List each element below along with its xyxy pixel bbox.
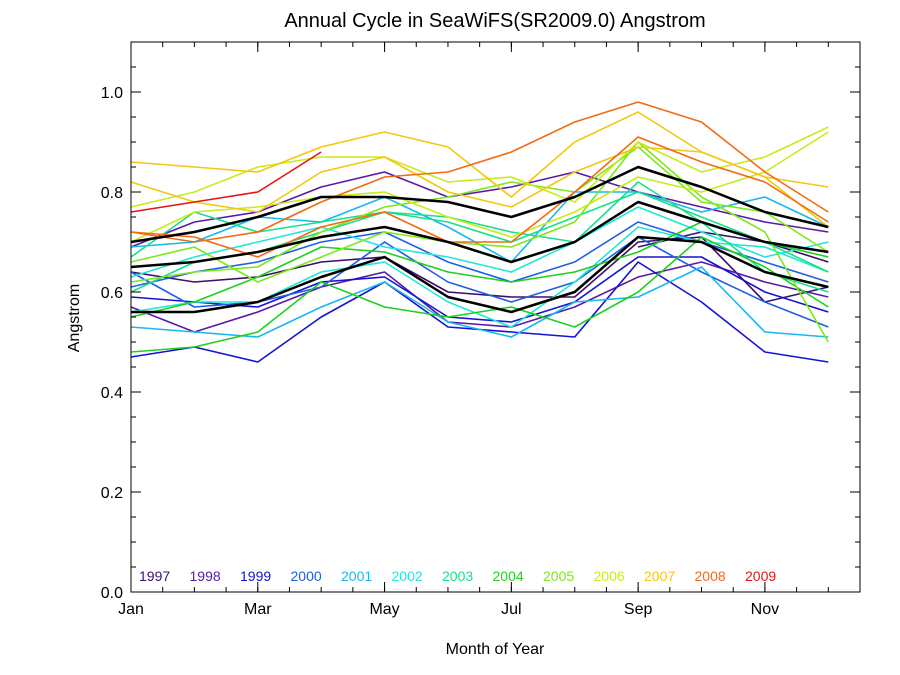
series-line-21 xyxy=(130,146,829,228)
x-tick-label: Mar xyxy=(244,601,272,618)
legend-item-2002: 2002 xyxy=(392,568,423,584)
legend-item-2000: 2000 xyxy=(291,568,322,584)
series-line-11 xyxy=(130,206,829,278)
legend-item-2001: 2001 xyxy=(341,568,372,584)
legend-item-2003: 2003 xyxy=(442,568,473,584)
series-line-5 xyxy=(130,256,829,323)
y-tick-label: 0.6 xyxy=(101,285,123,302)
series-line-9 xyxy=(130,266,829,338)
series-line-13 xyxy=(130,181,829,293)
series-line-24 xyxy=(130,151,322,213)
legend-item-2006: 2006 xyxy=(594,568,625,584)
series-layer xyxy=(130,101,829,363)
legend-item-2009: 2009 xyxy=(745,568,776,584)
y-axis-label: Angstrom xyxy=(66,284,83,352)
legend-item-2004: 2004 xyxy=(493,568,524,584)
legend-item-2007: 2007 xyxy=(644,568,675,584)
series-line-17 xyxy=(130,141,829,343)
y-tick-label: 0.0 xyxy=(101,585,123,602)
y-tick-label: 0.2 xyxy=(101,485,123,502)
series-line-27 xyxy=(131,235,829,314)
legend-item-2005: 2005 xyxy=(543,568,574,584)
series-line-26 xyxy=(130,200,829,269)
legend-item-2008: 2008 xyxy=(695,568,726,584)
chart-title: Annual Cycle in SeaWiFS(SR2009.0) Angstr… xyxy=(284,10,705,32)
x-tick-label: Sep xyxy=(624,601,653,618)
y-tick-label: 0.4 xyxy=(101,385,123,402)
x-tick-label: May xyxy=(369,601,399,618)
axes-layer: Jan Mar May Jul Sep Nov 0.0 0.2 0.4 0.6 0.8 1.0 xyxy=(101,41,861,618)
x-tick-label: Jul xyxy=(501,601,521,618)
x-tick-label: Jan xyxy=(118,601,144,618)
x-axis-label: Month of Year xyxy=(446,641,545,658)
series-line-22 xyxy=(130,101,829,243)
legend: 1997 1998 1999 2000 2001 2002 2003 2004 2005 2006… xyxy=(139,568,776,584)
series-line-19 xyxy=(130,131,829,243)
y-tick-label: 1.0 xyxy=(101,85,123,102)
series-line-3 xyxy=(130,261,829,333)
series-line-14 xyxy=(130,236,829,353)
legend-item-1997: 1997 xyxy=(139,568,170,584)
series-line-25 xyxy=(130,165,829,244)
legend-item-1998: 1998 xyxy=(190,568,221,584)
x-tick-label: Nov xyxy=(751,601,779,618)
series-line-7 xyxy=(130,221,829,288)
y-tick-label: 0.8 xyxy=(101,185,123,202)
legend-item-1999: 1999 xyxy=(240,568,271,584)
